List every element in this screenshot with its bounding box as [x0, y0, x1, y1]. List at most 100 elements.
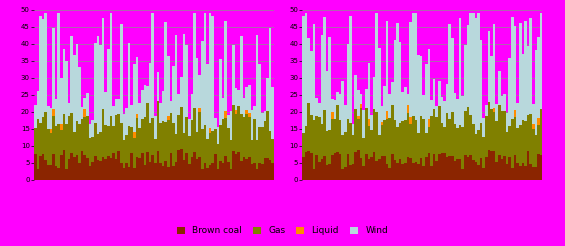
Bar	[428, 127, 430, 153]
Bar	[154, 117, 157, 139]
Bar	[436, 107, 438, 117]
Bar	[508, 58, 511, 126]
Bar	[198, 112, 201, 157]
Bar	[357, 150, 360, 180]
Bar	[529, 18, 532, 114]
Bar	[534, 167, 537, 180]
Bar	[532, 104, 534, 124]
Bar	[438, 106, 441, 154]
Bar	[344, 105, 347, 132]
Bar	[462, 126, 464, 169]
Bar	[245, 87, 248, 109]
Bar	[516, 104, 519, 128]
Bar	[318, 103, 320, 117]
Bar	[388, 94, 391, 118]
Bar	[454, 93, 457, 124]
Bar	[172, 123, 175, 166]
Bar	[521, 54, 524, 120]
Bar	[524, 21, 527, 121]
Bar	[386, 111, 388, 119]
Bar	[60, 130, 63, 155]
Bar	[475, 134, 477, 162]
Bar	[39, 123, 42, 156]
Bar	[71, 36, 73, 113]
Bar	[396, 23, 399, 127]
Bar	[34, 128, 37, 154]
Bar	[102, 18, 105, 109]
Bar	[315, 116, 318, 155]
Bar	[235, 110, 237, 114]
Bar	[73, 55, 76, 132]
Bar	[529, 114, 532, 164]
Bar	[449, 156, 451, 180]
Bar	[52, 154, 55, 180]
Bar	[420, 157, 423, 180]
Bar	[44, 112, 47, 160]
Bar	[92, 162, 94, 180]
Bar	[185, 46, 188, 117]
Bar	[472, 13, 475, 124]
Bar	[454, 161, 457, 180]
Bar	[133, 169, 136, 180]
Bar	[216, 127, 219, 144]
Bar	[136, 157, 138, 180]
Bar	[388, 118, 391, 168]
Bar	[162, 121, 164, 166]
Bar	[454, 124, 457, 161]
Bar	[146, 86, 149, 103]
Bar	[188, 164, 190, 180]
Bar	[209, 128, 211, 133]
Bar	[490, 109, 493, 151]
Bar	[258, 63, 261, 127]
Bar	[248, 85, 250, 113]
Bar	[428, 49, 430, 119]
Bar	[154, 139, 157, 163]
Bar	[146, 103, 149, 152]
Bar	[477, 165, 480, 180]
Bar	[185, 153, 188, 180]
Bar	[540, 155, 542, 180]
Bar	[141, 153, 144, 180]
Bar	[503, 94, 506, 111]
Bar	[493, 112, 496, 152]
Bar	[269, 160, 271, 180]
Bar	[123, 140, 125, 168]
Bar	[467, 107, 470, 157]
Bar	[125, 163, 128, 180]
Bar	[102, 157, 105, 180]
Bar	[402, 122, 404, 164]
Bar	[206, 64, 209, 139]
Bar	[323, 110, 326, 156]
Bar	[84, 155, 86, 180]
Bar	[227, 115, 229, 128]
Bar	[362, 166, 365, 180]
Bar	[485, 116, 488, 156]
Bar	[386, 164, 388, 180]
Bar	[501, 159, 503, 180]
Bar	[167, 116, 169, 120]
Bar	[71, 153, 73, 180]
Bar	[125, 108, 128, 135]
Bar	[182, 34, 185, 134]
Bar	[519, 23, 521, 125]
Bar	[250, 140, 253, 164]
Bar	[394, 120, 396, 160]
Bar	[409, 158, 412, 180]
Bar	[180, 149, 182, 180]
Bar	[459, 159, 462, 180]
Bar	[125, 135, 128, 163]
Bar	[514, 109, 516, 117]
Bar	[99, 46, 102, 132]
Bar	[451, 38, 454, 112]
Bar	[323, 156, 326, 180]
Bar	[157, 101, 159, 151]
Bar	[175, 35, 177, 134]
Bar	[347, 154, 349, 180]
Bar	[203, 13, 206, 125]
Bar	[315, 155, 318, 180]
Bar	[532, 129, 534, 167]
Bar	[115, 99, 118, 115]
Bar	[501, 96, 503, 111]
Bar	[524, 121, 527, 166]
Bar	[222, 163, 224, 180]
